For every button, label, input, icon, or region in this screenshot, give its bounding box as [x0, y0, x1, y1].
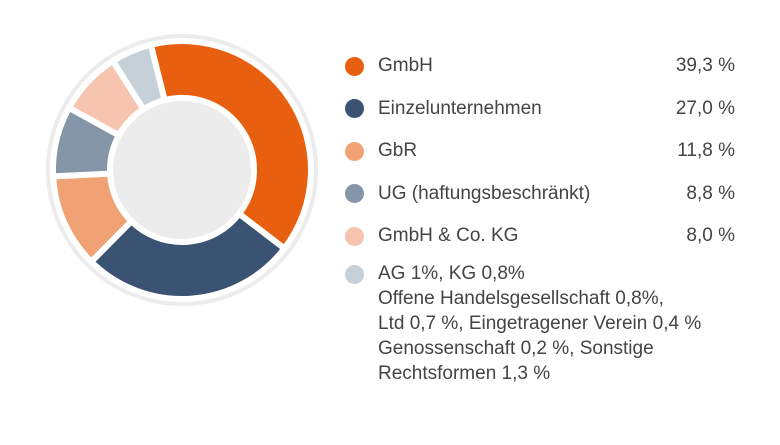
legend-value: 11,8 % — [677, 140, 735, 162]
legend-value: 8,8 % — [686, 182, 735, 204]
legend-item-other: AG 1%, KG 0,8% Offene Handelsgesellschaf… — [345, 261, 745, 386]
legend-item-einzelunternehmen: Einzelunternehmen 27,0 % — [345, 88, 745, 131]
legend-other-line: Rechtsformen 1,3 % — [378, 362, 551, 384]
legend-value: 8,0 % — [686, 225, 735, 247]
legend-label: GbR — [378, 140, 418, 162]
donut-chart — [46, 34, 318, 306]
legend-swatch — [345, 184, 364, 204]
legend-value: 39,3 % — [675, 55, 735, 77]
legend-item-ug: UG (haftungsbeschränkt) 8,8 % — [345, 173, 745, 216]
legend-value: 27,0 % — [675, 97, 735, 119]
donut-slice-5 — [108, 41, 169, 114]
legend-swatch — [345, 141, 364, 161]
legend-other-line: Genossenschaft 0,2 %, Sonstige — [378, 337, 654, 359]
legend: GmbH 39,3 % Einzelunternehmen 27,0 % GbR… — [345, 45, 745, 386]
legend-label: UG (haftungsbeschränkt) — [378, 182, 591, 204]
donut-slice-1 — [87, 209, 289, 302]
donut-slice-0 — [147, 38, 314, 253]
legend-swatch — [345, 56, 364, 76]
legend-label: GmbH & Co. KG — [378, 225, 519, 247]
legend-label: Einzelunternehmen — [378, 97, 542, 119]
legend-item-gmbh: GmbH 39,3 % — [345, 45, 745, 88]
legend-swatch — [345, 99, 364, 119]
legend-label: GmbH — [378, 55, 433, 77]
legend-swatch — [345, 264, 364, 284]
legend-item-gbr: GbR 11,8 % — [345, 130, 745, 173]
legend-item-gmbh-co-kg: GmbH & Co. KG 8,0 % — [345, 215, 745, 258]
legend-other-line: Offene Handelsgesellschaft 0,8%, — [378, 287, 664, 309]
legend-other-line: Ltd 0,7 %, Eingetragener Verein 0,4 % — [378, 312, 702, 334]
legend-other-line: AG 1%, KG 0,8% — [378, 262, 525, 284]
legend-other-text: AG 1%, KG 0,8% Offene Handelsgesellschaf… — [378, 261, 701, 386]
legend-swatch — [345, 226, 364, 246]
